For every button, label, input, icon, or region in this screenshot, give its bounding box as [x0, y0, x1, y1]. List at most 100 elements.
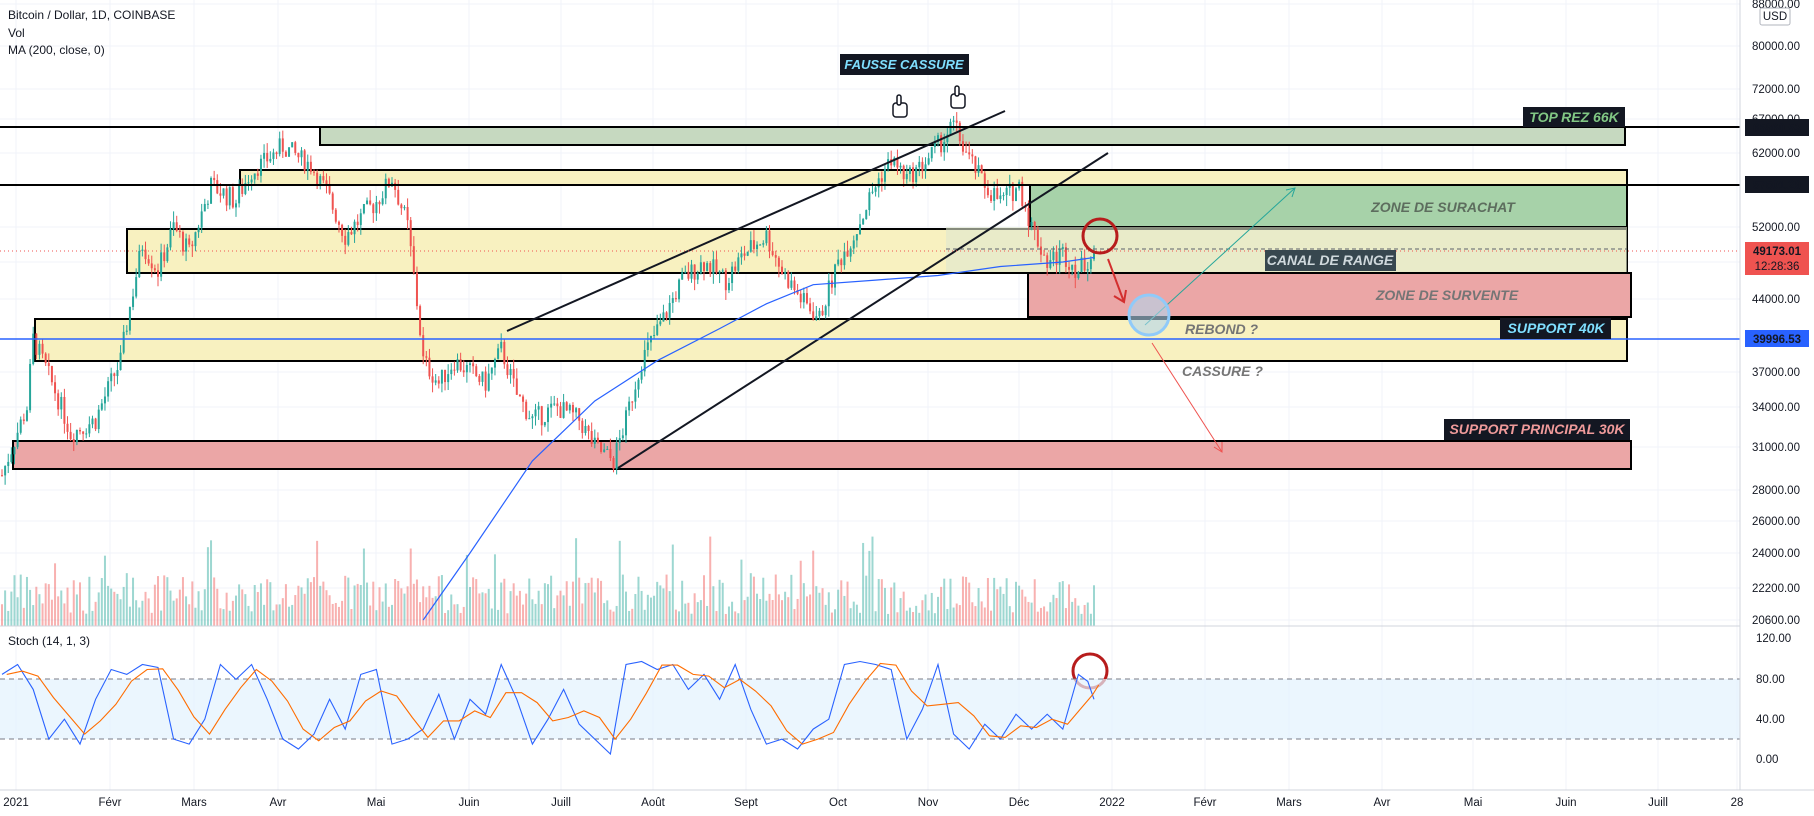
volume-bar — [378, 587, 381, 626]
candle-body — [63, 396, 66, 424]
candle-body — [621, 435, 624, 439]
candle-body — [721, 270, 724, 272]
candle-body — [238, 185, 241, 204]
hand-icon — [950, 85, 966, 109]
candle-body — [899, 165, 902, 168]
volume-bar — [824, 604, 827, 626]
zone-support-30k — [12, 440, 1632, 470]
volume-bar — [796, 598, 799, 626]
candle-body — [29, 363, 32, 411]
volume-bar — [41, 603, 44, 626]
volume-bar — [924, 594, 927, 626]
candle-body — [331, 193, 334, 210]
volume-bar — [362, 548, 365, 626]
volume-bar — [818, 592, 821, 626]
candle-body — [522, 396, 525, 402]
candle-body — [309, 161, 312, 172]
volume-bar — [743, 600, 746, 626]
volume-bar — [961, 576, 964, 626]
candle-body — [284, 151, 287, 157]
candle-body — [500, 341, 503, 349]
candle-body — [107, 381, 110, 397]
candle-body — [135, 277, 138, 297]
time-tick-label: Sept — [734, 797, 758, 809]
volume-bar — [1093, 585, 1095, 626]
volume-bar — [216, 588, 219, 626]
volume-bar — [281, 598, 284, 626]
candle-body — [943, 142, 946, 153]
candle-body — [353, 221, 356, 235]
candle-body — [609, 448, 612, 459]
volume-bar — [843, 595, 846, 626]
legend-stoch[interactable]: Stoch (14, 1, 3) — [8, 634, 91, 648]
candle-body — [387, 178, 390, 187]
volume-bar — [837, 589, 840, 626]
volume-bar — [968, 582, 971, 626]
candle-body — [303, 150, 306, 171]
volume-bar — [69, 612, 72, 626]
candle-body — [865, 210, 868, 220]
volume-bar — [434, 596, 437, 626]
candle-body — [347, 232, 350, 245]
volume-bar — [306, 578, 309, 626]
volume-bar — [66, 587, 69, 626]
price-tag-countdown: 12:28:36 — [1755, 261, 1800, 273]
candle-body — [263, 152, 266, 159]
legend-ma[interactable]: MA (200, close, 0) — [8, 43, 105, 57]
price-tick-label: 24000.00 — [1752, 548, 1800, 560]
volume-bar — [990, 610, 993, 626]
candle-body — [550, 403, 553, 408]
price-tick-label: 22200.00 — [1752, 583, 1800, 595]
candle-body — [493, 358, 496, 368]
label-cassure: CASSURE ? — [1182, 363, 1263, 379]
stoch-k-line — [1, 660, 1095, 756]
volume-bar — [915, 605, 918, 626]
volume-bar — [509, 591, 512, 626]
candle-body — [765, 230, 768, 244]
volume-bar — [671, 544, 674, 626]
volume-bar — [206, 547, 209, 626]
candle-body — [965, 151, 968, 153]
price-axis[interactable]: 88000.0080000.0072000.0067000.0062000.00… — [1739, 0, 1814, 790]
volume-bar — [409, 548, 412, 626]
candle-body — [372, 204, 375, 214]
candle-body — [1036, 229, 1039, 247]
volume-bar — [300, 587, 303, 626]
candle-body — [178, 230, 181, 232]
candle-body — [1052, 251, 1055, 261]
candle-body — [194, 232, 197, 247]
candle-body — [509, 368, 512, 376]
time-axis[interactable]: 2021 Févr Mars Avr Mai Juin Juill Août Sept Oct No… — [0, 789, 1814, 816]
candle-body — [968, 152, 971, 155]
legend-vol[interactable]: Vol — [8, 26, 25, 40]
candle-body — [66, 423, 69, 432]
ma200-line — [422, 256, 1095, 621]
volume-bar — [456, 604, 459, 626]
volume-bar — [706, 605, 709, 626]
level-lines — [0, 126, 1740, 340]
candle-body — [596, 437, 599, 443]
volume-bars — [1, 536, 1095, 626]
volume-bar — [649, 597, 652, 626]
volume-bar — [643, 609, 646, 626]
volume-bar — [94, 601, 97, 626]
candle-body — [425, 356, 428, 358]
volume-bar — [493, 554, 496, 626]
candle-body — [874, 187, 877, 192]
candle-body — [1058, 248, 1061, 265]
candle-body — [877, 178, 880, 188]
candle-body — [44, 353, 47, 364]
candle-body — [983, 173, 986, 188]
candle-body — [805, 293, 808, 304]
volume-bar — [793, 609, 796, 626]
volume-bar — [203, 589, 206, 626]
candle-body — [815, 316, 818, 320]
candle-body — [921, 161, 924, 172]
candle-body — [337, 221, 340, 225]
candle-body — [506, 364, 509, 376]
legend-symbol[interactable]: Bitcoin / Dollar, 1D, COINBASE — [8, 8, 176, 22]
volume-bar — [128, 606, 131, 626]
candle-body — [288, 147, 291, 157]
candle-body — [91, 418, 94, 425]
